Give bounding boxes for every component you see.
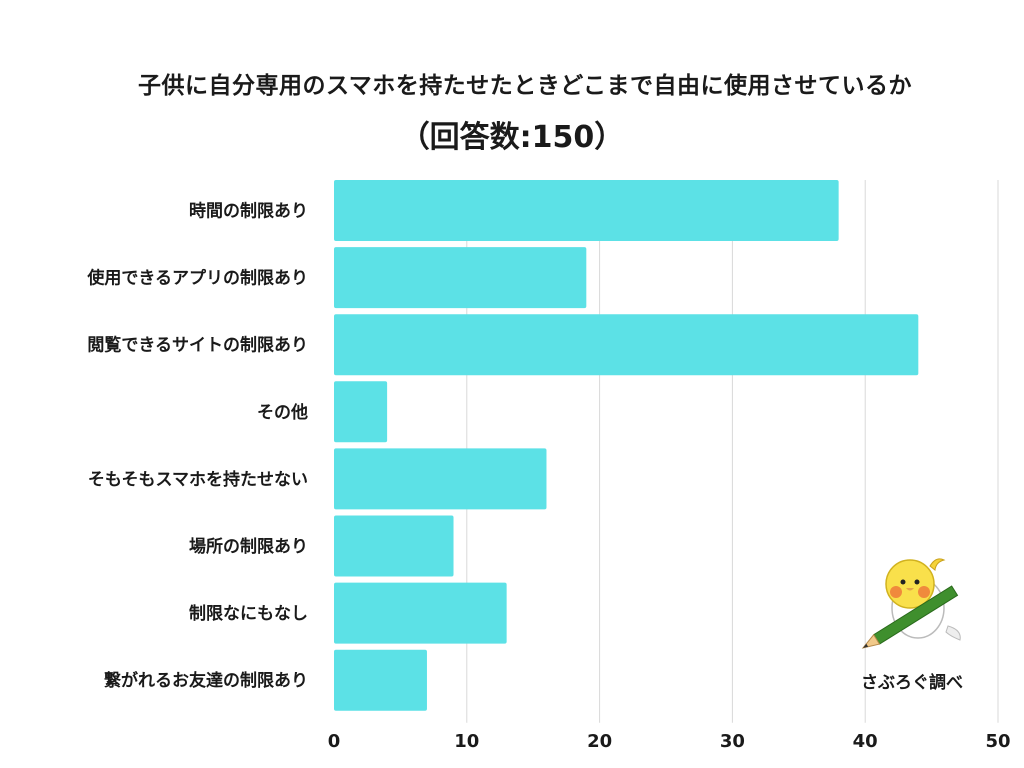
category-label: そもそもスマホを持たせない [88,469,308,490]
x-tick-label: 40 [853,731,878,752]
category-label: 制限なにもなし [189,603,308,624]
bar-6 [334,515,454,577]
category-label: 繋がれるお友達の制限あり [104,670,308,691]
chart-subtitle: （回答数:150） [399,120,625,155]
x-tick-label: 0 [328,731,341,752]
category-label: 使用できるアプリの制限あり [86,268,308,289]
x-tick-label: 30 [720,731,745,752]
bar-3 [334,314,919,376]
category-label: 場所の制限あり [189,536,308,557]
bar-8 [334,649,427,711]
x-tick-label: 50 [985,731,1010,752]
bar-7 [334,582,507,644]
source-credit: さぶろぐ調べ [861,673,963,693]
category-label: 時間の制限あり [189,201,308,222]
x-tick-label: 20 [587,731,612,752]
bar-4 [334,381,388,443]
category-label: 閲覧できるサイトの制限あり [87,335,308,356]
bird-with-pencil-icon [861,558,961,649]
chart-title: 子供に自分専用のスマホを持たせたときどこまで自由に使用させているか [137,73,913,99]
bar-5 [334,448,547,510]
bar-2 [334,247,587,309]
x-tick-label: 10 [454,731,479,752]
bar-1 [334,180,839,241]
category-label: その他 [257,402,308,423]
